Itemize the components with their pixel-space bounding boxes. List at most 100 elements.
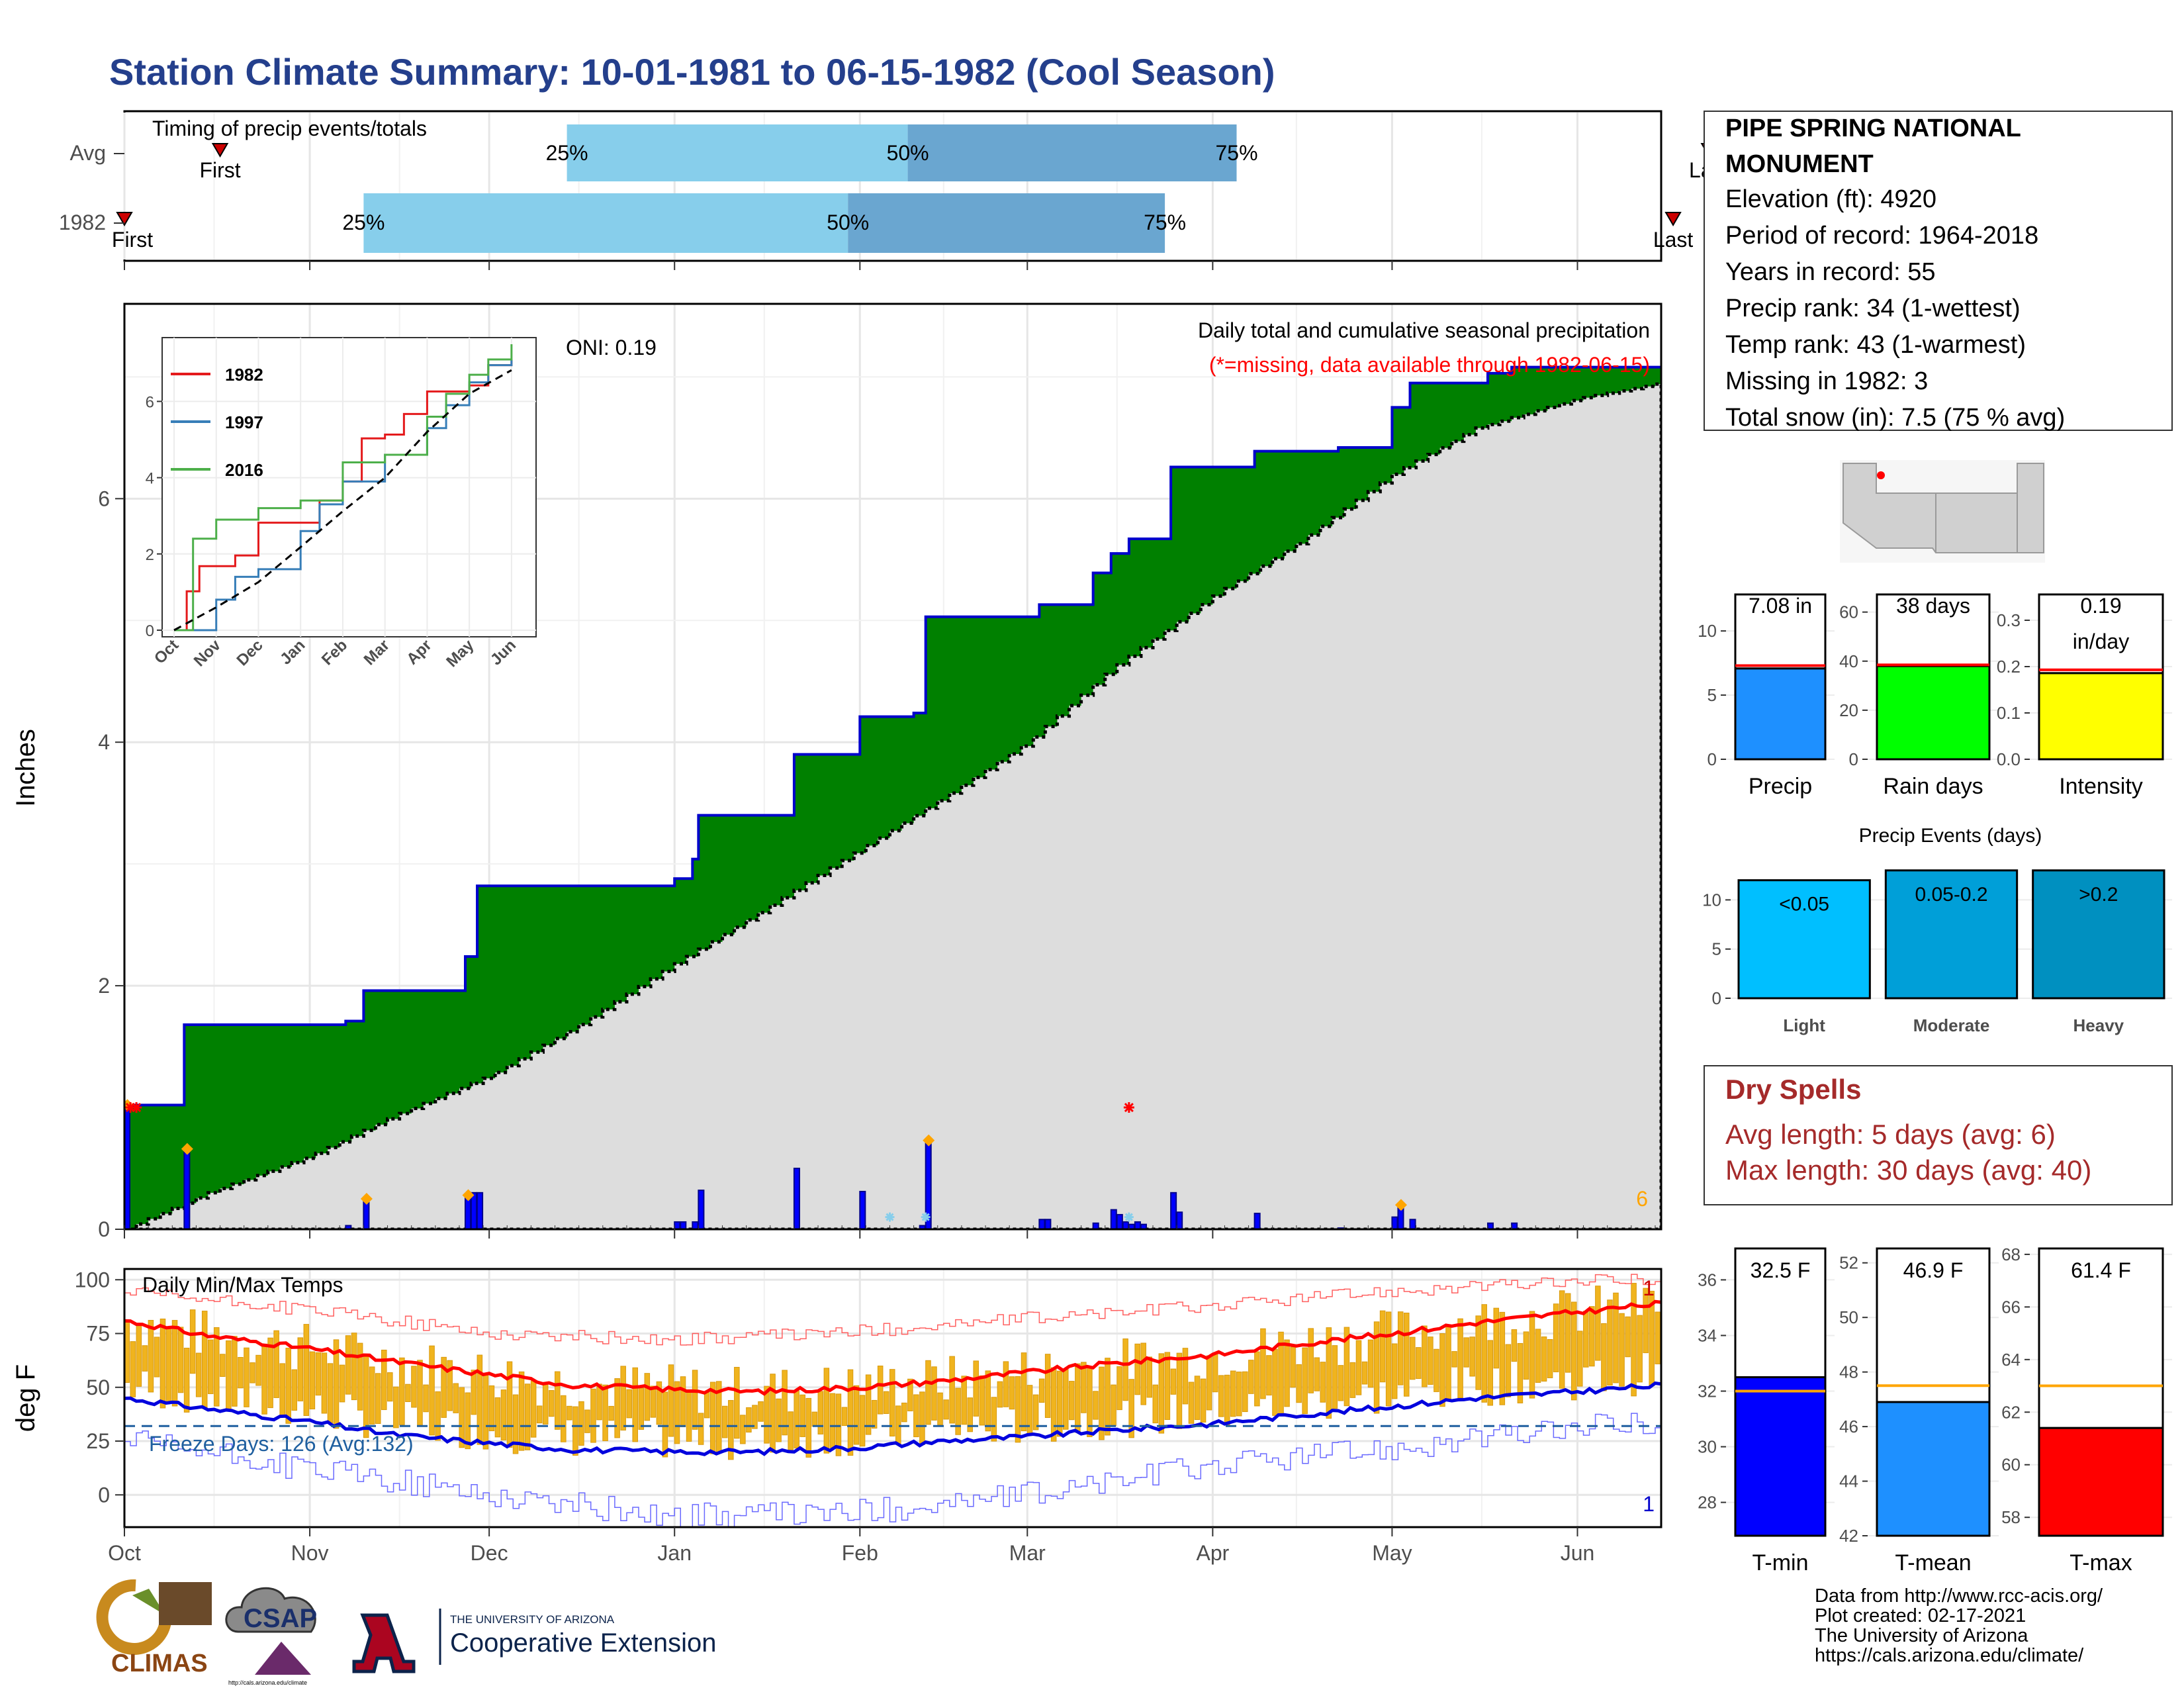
summary-bar-tick-label: 52	[1839, 1253, 1858, 1273]
month-tick-label: Mar	[1009, 1541, 1046, 1565]
daily-temp-bar	[375, 1373, 381, 1424]
daily-temp-bar	[1595, 1286, 1601, 1361]
daily-temp-bar	[1272, 1348, 1278, 1416]
summary-bar-rain-days: 0 20 40 60 38 days Rain days	[1839, 592, 1999, 799]
ua-logo: THE UNIVERSITY OF ARIZONA Cooperative Ex…	[352, 1609, 716, 1673]
summary-bar-tick-label: 64	[2001, 1350, 2021, 1370]
daily-temp-bar	[1320, 1362, 1326, 1403]
daily-temp-bar	[1170, 1368, 1177, 1395]
daily-temp-bar	[841, 1407, 848, 1427]
record-min-line	[124, 1411, 1661, 1527]
daily-temp-bar	[1511, 1329, 1518, 1362]
daily-temp-bar	[561, 1395, 567, 1442]
daily-temp-bar	[656, 1381, 662, 1425]
daily-temp-bar	[823, 1368, 830, 1454]
daily-precip-bar	[1134, 1221, 1141, 1229]
summary-bar-value-label: 46.9 F	[1903, 1258, 1964, 1282]
csap-logo: CSAP http://cals.arizona.edu/climate	[225, 1587, 317, 1686]
daily-precip-bar	[793, 1168, 800, 1229]
timing-avg-first-label: First	[199, 158, 240, 182]
daily-temp-bar	[799, 1394, 805, 1437]
daily-temp-bar	[943, 1399, 949, 1420]
daily-temp-bar	[542, 1383, 549, 1425]
temp-y-tick-label: 25	[86, 1429, 110, 1453]
daily-temp-bar	[524, 1383, 531, 1450]
summary-bar-value	[2038, 672, 2164, 761]
inset-y-tick-label: 0	[146, 622, 154, 640]
daily-temp-bar	[907, 1378, 913, 1411]
station-elevation: Elevation (ft): 4920	[1725, 185, 1936, 213]
temp-panel-label: Daily Min/Max Temps	[142, 1273, 343, 1297]
daily-temp-bar	[159, 1318, 166, 1409]
daily-temp-bar	[1188, 1382, 1195, 1424]
daily-temp-bar	[865, 1374, 872, 1435]
summary-bar-tick-label: 34	[1698, 1325, 1717, 1345]
summary-bar-tick-label: 36	[1698, 1270, 1717, 1289]
temp-summary-bars: 28 30 32 34 36 32.5 F T-min 42 44 46 48 50 52 46.9 F T…	[1698, 1244, 2172, 1575]
daily-precip-bar	[692, 1221, 699, 1229]
csap-logo-text: CSAP	[244, 1604, 317, 1633]
daily-precip-bar	[859, 1190, 866, 1229]
timing-avg-q25-label: 25%	[546, 141, 588, 165]
daily-temp-bar	[1487, 1340, 1494, 1406]
summary-bar-tick-label: 28	[1698, 1493, 1717, 1513]
average-cumulative-area	[124, 382, 1661, 1229]
station-missing: Missing in 1982: 3	[1725, 367, 1928, 395]
summary-bar-name: T-min	[1752, 1550, 1809, 1575]
daily-temp-bar	[997, 1381, 1003, 1408]
daily-temp-bar	[506, 1361, 513, 1448]
daily-temp-bar	[238, 1357, 244, 1389]
ua-logo-line2: Cooperative Extension	[450, 1628, 716, 1658]
timing-avg-q75-label: 75%	[1215, 141, 1257, 165]
trace-marker	[1124, 1212, 1134, 1222]
timing-year-q25-label: 25%	[342, 211, 385, 234]
dry-spells-box: Dry Spells Avg length: 5 days (avg: 6) M…	[1704, 1065, 2173, 1205]
daily-temp-bar	[411, 1366, 417, 1408]
daily-temp-bar	[913, 1394, 919, 1438]
dry-spells-max: Max length: 30 days (avg: 40)	[1725, 1154, 2091, 1186]
timing-panel: Timing of precip events/totals Avg 1982 …	[59, 110, 1729, 262]
month-tick-label: Jan	[657, 1541, 692, 1565]
daily-temp-bar	[847, 1369, 854, 1456]
temp-y-tick-label: 0	[98, 1483, 110, 1507]
events-bar-heavy	[2032, 869, 2165, 1000]
daily-temp-bar	[1439, 1333, 1445, 1407]
summary-bar-tick-label: 68	[2001, 1244, 2021, 1264]
daily-temp-bar	[1116, 1366, 1122, 1411]
month-tick-label: May	[1372, 1541, 1412, 1565]
daily-precip-bar	[680, 1221, 687, 1229]
daily-temp-bar	[1589, 1306, 1595, 1367]
daily-temp-bar	[1355, 1340, 1362, 1395]
summary-bar-tick-label: 44	[1839, 1472, 1858, 1491]
daily-temp-bar	[165, 1327, 172, 1403]
daily-temp-bar	[1308, 1328, 1314, 1393]
station-temp-rank: Temp rank: 43 (1-warmest)	[1725, 331, 2026, 359]
timing-year-q50-label: 50%	[827, 211, 869, 234]
daily-temp-bar	[261, 1343, 267, 1415]
daily-temp-bar	[279, 1363, 285, 1417]
daily-temp-bar	[405, 1383, 411, 1402]
daily-temp-bar	[758, 1401, 764, 1422]
daily-temp-bar	[1499, 1311, 1506, 1405]
daily-temp-bar	[1230, 1370, 1236, 1417]
daily-temp-bar	[1457, 1318, 1463, 1399]
daily-temp-bar	[567, 1405, 572, 1421]
daily-temp-bar	[991, 1397, 997, 1442]
daily-temp-bar	[1075, 1363, 1081, 1433]
daily-temp-bar	[871, 1399, 878, 1429]
timing-row-label-year: 1982	[59, 211, 106, 234]
summary-bar-intensity: 0.0 0.1 0.2 0.3 0.19 in/day Intensity	[1997, 592, 2172, 799]
daily-temp-bar	[1607, 1299, 1613, 1386]
daily-temp-bar	[1631, 1283, 1637, 1397]
daily-temp-bar	[1302, 1347, 1308, 1415]
summary-bar-t-min: 28 30 32 34 36 32.5 F T-min	[1698, 1246, 1835, 1575]
daily-temp-bar	[1152, 1384, 1159, 1424]
daily-temp-bar	[722, 1405, 728, 1438]
daily-temp-bar	[297, 1337, 304, 1401]
daily-temp-bar	[967, 1397, 973, 1432]
daily-temp-bar	[1577, 1331, 1583, 1387]
temp-y-tick-label: 50	[86, 1376, 110, 1399]
daily-precip-bar	[1409, 1219, 1416, 1229]
events-bar-label: <0.05	[1779, 894, 1829, 915]
